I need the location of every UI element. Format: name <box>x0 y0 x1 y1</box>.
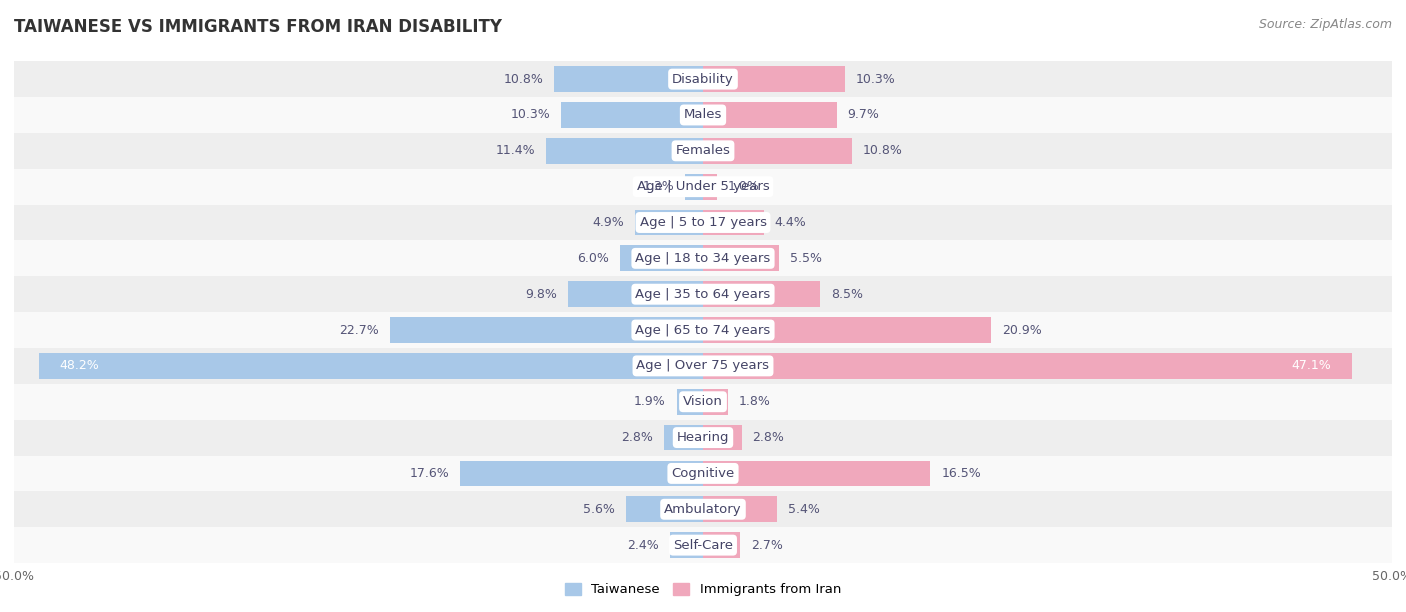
Text: Age | 65 to 74 years: Age | 65 to 74 years <box>636 324 770 337</box>
Bar <box>14 169 1392 204</box>
Bar <box>703 174 717 200</box>
Text: 2.7%: 2.7% <box>751 539 783 551</box>
Bar <box>703 425 741 450</box>
Bar <box>703 460 931 487</box>
Text: 10.3%: 10.3% <box>510 108 550 121</box>
Text: 1.8%: 1.8% <box>738 395 770 408</box>
Text: Age | 18 to 34 years: Age | 18 to 34 years <box>636 252 770 265</box>
Text: 5.5%: 5.5% <box>790 252 821 265</box>
Bar <box>703 532 740 558</box>
Bar <box>703 496 778 522</box>
Bar <box>14 348 1392 384</box>
Bar <box>685 174 703 200</box>
Bar <box>14 133 1392 169</box>
Text: 11.4%: 11.4% <box>495 144 534 157</box>
Bar <box>626 496 703 522</box>
Text: 9.7%: 9.7% <box>848 108 880 121</box>
Bar <box>703 209 763 236</box>
Bar <box>620 245 703 271</box>
Text: 20.9%: 20.9% <box>1002 324 1042 337</box>
Text: 10.8%: 10.8% <box>503 73 543 86</box>
Bar <box>554 66 703 92</box>
Text: Age | 35 to 64 years: Age | 35 to 64 years <box>636 288 770 300</box>
Bar <box>703 353 1353 379</box>
Bar <box>14 204 1392 241</box>
Text: 17.6%: 17.6% <box>409 467 450 480</box>
Bar <box>676 389 703 415</box>
Bar <box>14 491 1392 527</box>
Bar <box>14 97 1392 133</box>
Text: Females: Females <box>675 144 731 157</box>
Bar <box>636 209 703 236</box>
Text: 6.0%: 6.0% <box>578 252 609 265</box>
Bar <box>14 312 1392 348</box>
Text: Source: ZipAtlas.com: Source: ZipAtlas.com <box>1258 18 1392 31</box>
Text: Self-Care: Self-Care <box>673 539 733 551</box>
Bar <box>669 532 703 558</box>
Bar <box>703 317 991 343</box>
Text: 4.9%: 4.9% <box>593 216 624 229</box>
Text: 1.3%: 1.3% <box>643 180 673 193</box>
Text: TAIWANESE VS IMMIGRANTS FROM IRAN DISABILITY: TAIWANESE VS IMMIGRANTS FROM IRAN DISABI… <box>14 18 502 36</box>
Text: 1.9%: 1.9% <box>634 395 666 408</box>
Bar <box>703 282 820 307</box>
Text: 4.4%: 4.4% <box>775 216 807 229</box>
Text: 47.1%: 47.1% <box>1292 359 1331 372</box>
Text: Vision: Vision <box>683 395 723 408</box>
Text: 10.8%: 10.8% <box>863 144 903 157</box>
Text: Age | Over 75 years: Age | Over 75 years <box>637 359 769 372</box>
Bar <box>703 389 728 415</box>
Text: Age | Under 5 years: Age | Under 5 years <box>637 180 769 193</box>
Bar <box>14 276 1392 312</box>
Text: 2.4%: 2.4% <box>627 539 659 551</box>
Text: 2.8%: 2.8% <box>621 431 654 444</box>
Bar <box>703 66 845 92</box>
Text: Age | 5 to 17 years: Age | 5 to 17 years <box>640 216 766 229</box>
Bar <box>39 353 703 379</box>
Text: 1.0%: 1.0% <box>728 180 759 193</box>
Bar <box>561 102 703 128</box>
Text: 16.5%: 16.5% <box>942 467 981 480</box>
Text: 2.8%: 2.8% <box>752 431 785 444</box>
Bar <box>14 61 1392 97</box>
Text: 5.6%: 5.6% <box>583 503 614 516</box>
Text: Hearing: Hearing <box>676 431 730 444</box>
Text: 48.2%: 48.2% <box>59 359 100 372</box>
Bar <box>14 527 1392 563</box>
Bar <box>665 425 703 450</box>
Text: 9.8%: 9.8% <box>524 288 557 300</box>
Text: Ambulatory: Ambulatory <box>664 503 742 516</box>
Bar <box>703 138 852 164</box>
Text: Males: Males <box>683 108 723 121</box>
Bar <box>703 245 779 271</box>
Bar <box>703 102 837 128</box>
Bar <box>546 138 703 164</box>
Bar <box>14 455 1392 491</box>
Bar <box>391 317 703 343</box>
Text: 5.4%: 5.4% <box>789 503 820 516</box>
Bar <box>14 241 1392 276</box>
Text: 8.5%: 8.5% <box>831 288 863 300</box>
Bar <box>461 460 703 487</box>
Text: Disability: Disability <box>672 73 734 86</box>
Text: 22.7%: 22.7% <box>339 324 380 337</box>
Legend: Taiwanese, Immigrants from Iran: Taiwanese, Immigrants from Iran <box>560 578 846 602</box>
Bar <box>568 282 703 307</box>
Text: Cognitive: Cognitive <box>672 467 734 480</box>
Text: 10.3%: 10.3% <box>856 73 896 86</box>
Bar <box>14 420 1392 455</box>
Bar <box>14 384 1392 420</box>
